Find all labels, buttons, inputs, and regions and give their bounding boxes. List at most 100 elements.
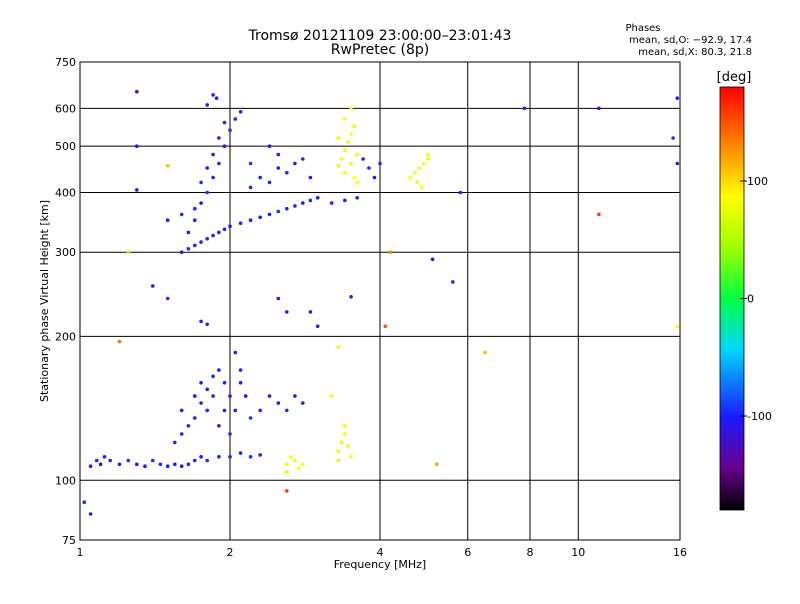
data-point bbox=[258, 215, 263, 220]
data-point bbox=[289, 455, 293, 459]
data-point bbox=[301, 462, 305, 467]
data-point bbox=[233, 117, 238, 121]
data-point bbox=[217, 455, 221, 459]
chart-subtitle: RwPretec (8p) bbox=[331, 42, 429, 58]
data-point bbox=[355, 152, 360, 157]
data-point bbox=[267, 212, 272, 217]
data-point bbox=[308, 175, 313, 180]
data-point bbox=[199, 201, 203, 205]
data-point bbox=[415, 180, 420, 185]
data-point bbox=[205, 322, 209, 327]
data-point bbox=[165, 163, 170, 168]
x-tick-label: 2 bbox=[227, 546, 234, 559]
y-tick-label: 100 bbox=[55, 474, 76, 487]
colorbar-ticks: -100 0 100 bbox=[740, 175, 772, 423]
data-point bbox=[276, 209, 281, 214]
data-point bbox=[343, 148, 347, 153]
data-point bbox=[329, 394, 334, 398]
data-point bbox=[211, 152, 215, 157]
data-point bbox=[285, 408, 289, 413]
data-point bbox=[301, 157, 305, 161]
data-point bbox=[285, 170, 289, 175]
data-point bbox=[413, 170, 417, 175]
data-point bbox=[258, 408, 263, 413]
data-point bbox=[228, 394, 232, 398]
data-point bbox=[293, 458, 297, 463]
data-points bbox=[82, 89, 680, 516]
data-point bbox=[293, 204, 297, 208]
data-point bbox=[435, 462, 439, 467]
data-point bbox=[378, 161, 382, 166]
data-point bbox=[383, 324, 388, 329]
x-tick-label: 6 bbox=[464, 546, 471, 559]
data-point bbox=[352, 124, 357, 129]
data-point bbox=[430, 257, 435, 262]
data-point bbox=[349, 106, 353, 111]
data-point bbox=[426, 157, 431, 161]
data-point bbox=[205, 103, 209, 107]
data-point bbox=[217, 230, 221, 235]
data-point bbox=[238, 110, 243, 114]
data-point bbox=[222, 144, 227, 148]
data-point bbox=[417, 166, 422, 170]
data-point bbox=[336, 136, 341, 140]
data-point bbox=[222, 227, 227, 232]
y-tick-label: 750 bbox=[55, 56, 76, 69]
data-point bbox=[158, 462, 163, 467]
data-point bbox=[315, 324, 320, 329]
data-point bbox=[343, 432, 347, 436]
data-point bbox=[211, 233, 215, 238]
data-point bbox=[211, 175, 215, 180]
data-point bbox=[349, 132, 353, 136]
data-point bbox=[222, 408, 227, 413]
data-point bbox=[143, 464, 147, 469]
data-point bbox=[222, 380, 227, 385]
data-point bbox=[228, 455, 232, 459]
colorbar-tick-label: -100 bbox=[747, 410, 772, 423]
x-tick-label: 16 bbox=[673, 546, 687, 559]
data-point bbox=[285, 489, 289, 493]
data-point bbox=[222, 120, 227, 125]
data-point bbox=[211, 374, 215, 379]
data-point bbox=[367, 166, 371, 170]
y-tick-label: 75 bbox=[62, 534, 76, 547]
data-point bbox=[199, 380, 203, 385]
data-point bbox=[173, 440, 177, 445]
data-point bbox=[301, 201, 305, 205]
data-point bbox=[675, 324, 680, 329]
data-point bbox=[135, 188, 139, 192]
data-point bbox=[346, 140, 350, 144]
data-point bbox=[135, 144, 139, 148]
data-point bbox=[217, 368, 221, 372]
data-point bbox=[336, 449, 341, 454]
stats-title: Phases bbox=[625, 23, 660, 34]
y-axis-label: Stationary phase Virtual Height [km] bbox=[38, 200, 51, 402]
data-point bbox=[308, 198, 313, 203]
data-point bbox=[315, 196, 320, 200]
data-point bbox=[179, 432, 184, 436]
data-point bbox=[179, 250, 184, 254]
data-point bbox=[343, 117, 347, 121]
data-point bbox=[205, 166, 209, 170]
data-point bbox=[258, 453, 263, 457]
data-point bbox=[126, 458, 131, 463]
data-point bbox=[165, 296, 170, 301]
data-point bbox=[193, 416, 197, 420]
data-point bbox=[199, 401, 203, 405]
data-point bbox=[597, 106, 601, 111]
data-point bbox=[248, 416, 253, 420]
data-point bbox=[117, 339, 122, 344]
data-point bbox=[238, 451, 243, 455]
data-point bbox=[308, 310, 313, 314]
grid-lines bbox=[80, 62, 680, 540]
data-point bbox=[82, 500, 87, 505]
data-point bbox=[297, 466, 301, 471]
x-tick-label: 1 bbox=[77, 546, 84, 559]
data-point bbox=[276, 401, 281, 405]
data-point bbox=[458, 190, 463, 195]
colorbar-tick-label: 0 bbox=[747, 293, 754, 306]
data-point bbox=[186, 424, 191, 428]
data-point bbox=[108, 458, 112, 463]
data-point bbox=[205, 458, 209, 463]
